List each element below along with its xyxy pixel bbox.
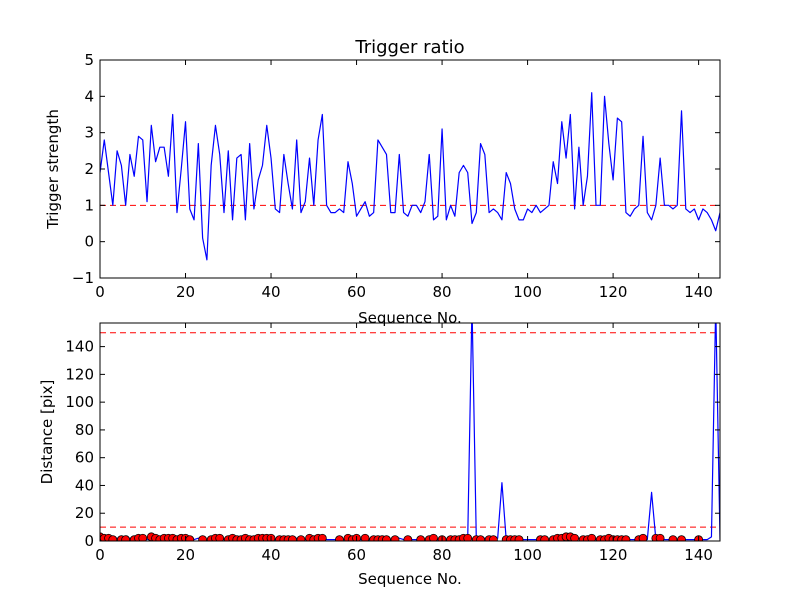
top-x-axis-label: Sequence No. [358, 309, 462, 327]
bottom-x-tick-label: 20 [176, 546, 195, 564]
bottom-data-point [540, 535, 550, 541]
bottom-data-point [317, 533, 327, 541]
bottom-x-tick-label: 60 [347, 546, 366, 564]
bottom-data-point [655, 533, 665, 541]
bottom-y-tick-label: 0 [84, 532, 94, 550]
bottom-plot-area [100, 323, 720, 541]
bottom-data-point [677, 535, 686, 541]
top-y-tick-label: 5 [84, 51, 94, 69]
top-x-tick-label: 40 [261, 283, 280, 301]
chart-title: Trigger ratio [354, 37, 464, 58]
bottom-data-point [382, 535, 391, 541]
bottom-y-tick-label: 140 [65, 338, 94, 356]
top-plot-area [100, 92, 720, 261]
top-series-line-0 [100, 92, 720, 261]
bottom-data-point [621, 535, 631, 541]
top-y-tick-label: 3 [84, 124, 94, 142]
bottom-x-axis-label: Sequence No. [358, 570, 462, 588]
bottom-data-point [296, 535, 306, 541]
bottom-data-point [514, 535, 524, 541]
bottom-data-point [198, 535, 208, 541]
bottom-data-point [108, 535, 118, 541]
top-plot-frame [99, 59, 721, 279]
bottom-y-tick-label: 80 [75, 421, 94, 439]
bottom-data-point [390, 535, 400, 541]
bottom-data-point [185, 535, 195, 541]
bottom-data-point [416, 535, 426, 541]
top-x-tick-label: 60 [347, 283, 366, 301]
top-y-axis-label: Trigger strength [44, 109, 62, 230]
bottom-data-point [215, 533, 225, 541]
bottom-subplot: 0 20 40 60 80 100 120 140 0 20 40 60 80 100 120 140 Seq… [38, 322, 721, 588]
top-x-tick-label: 0 [95, 283, 105, 301]
bottom-data-point [463, 533, 473, 541]
bottom-y-tick-label: 20 [75, 504, 94, 522]
bottom-plot-frame [99, 322, 721, 542]
bottom-data-point [638, 533, 648, 541]
bottom-y-axis-label: Distance [pix] [38, 380, 56, 485]
bottom-y-tick-label: 40 [75, 476, 94, 494]
top-x-tick-label: 80 [433, 283, 452, 301]
top-y-tick-label: 4 [84, 87, 94, 105]
bottom-data-point [570, 533, 580, 541]
bottom-x-tick-label: 120 [599, 546, 628, 564]
bottom-data-point [121, 535, 131, 541]
bottom-data-point [429, 533, 438, 541]
bottom-y-tick-label: 100 [65, 393, 94, 411]
bottom-data-point [403, 535, 413, 541]
top-x-tick-label: 140 [684, 283, 713, 301]
bottom-series-line-0 [100, 323, 720, 541]
top-y-tick-label: 2 [84, 160, 94, 178]
top-y-tick-label: −1 [72, 269, 94, 287]
top-x-tick-label: 20 [176, 283, 195, 301]
bottom-x-tick-label: 40 [261, 546, 280, 564]
bottom-x-tick-label: 80 [433, 546, 452, 564]
bottom-data-point [587, 533, 597, 541]
top-y-tick-label: 1 [84, 196, 94, 214]
bottom-x-tick-label: 140 [684, 546, 713, 564]
top-x-tick-label: 120 [599, 283, 628, 301]
bottom-data-point [335, 535, 344, 541]
bottom-data-point [668, 535, 678, 541]
bottom-data-point [360, 533, 370, 541]
bottom-axis-ticks: 0 20 40 60 80 100 120 140 0 20 40 60 80 100 120 140 [65, 323, 720, 564]
bottom-data-point [476, 535, 485, 541]
bottom-x-tick-label: 0 [95, 546, 105, 564]
bottom-y-tick-label: 60 [75, 449, 94, 467]
bottom-y-tick-label: 120 [65, 365, 94, 383]
bottom-data-point [488, 535, 498, 541]
bottom-x-tick-label: 100 [513, 546, 542, 564]
top-x-tick-label: 100 [513, 283, 542, 301]
top-y-tick-label: 0 [84, 233, 94, 251]
bottom-data-point [288, 535, 297, 541]
bottom-data-point [138, 533, 148, 541]
